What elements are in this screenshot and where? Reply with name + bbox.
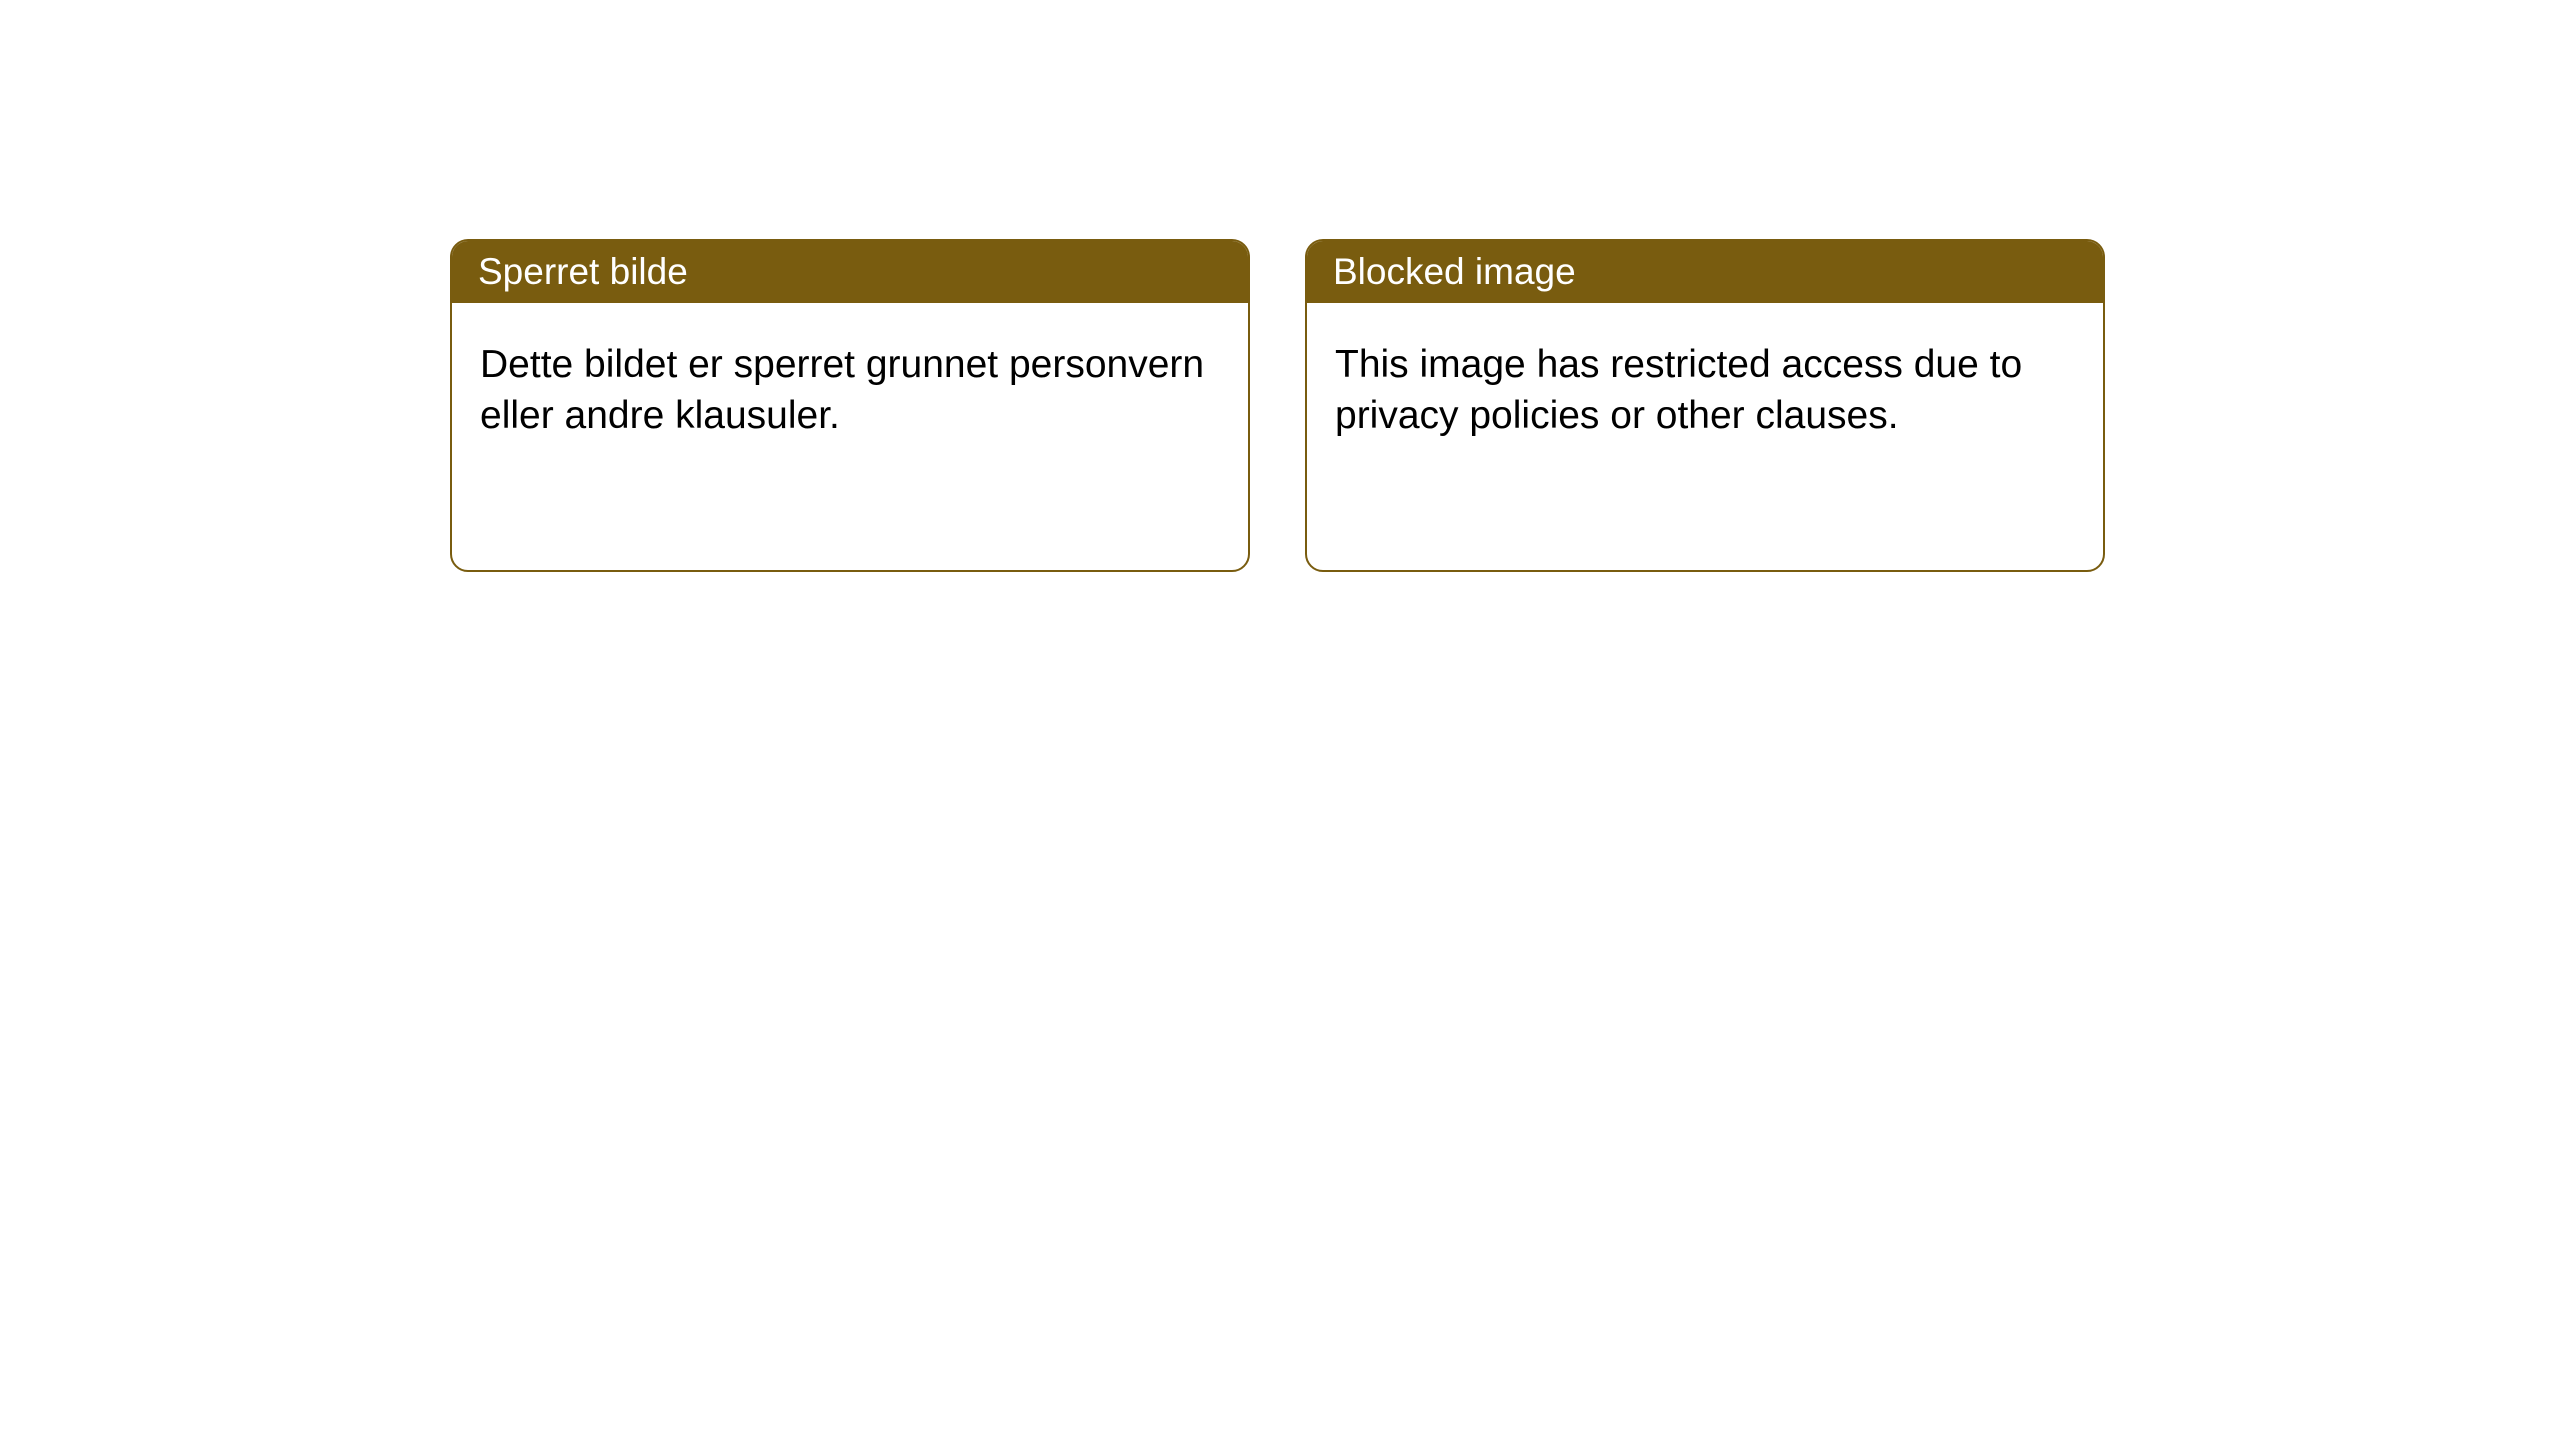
card-body-text: This image has restricted access due to … [1335, 343, 2022, 437]
card-header: Sperret bilde [452, 241, 1248, 303]
notice-cards-container: Sperret bilde Dette bildet er sperret gr… [450, 239, 2105, 572]
card-header-text: Sperret bilde [478, 251, 688, 292]
notice-card-english: Blocked image This image has restricted … [1305, 239, 2105, 572]
notice-card-norwegian: Sperret bilde Dette bildet er sperret gr… [450, 239, 1250, 572]
card-body-text: Dette bildet er sperret grunnet personve… [480, 343, 1204, 437]
card-header: Blocked image [1307, 241, 2103, 303]
card-body: Dette bildet er sperret grunnet personve… [452, 303, 1248, 478]
card-body: This image has restricted access due to … [1307, 303, 2103, 478]
card-header-text: Blocked image [1333, 251, 1576, 292]
